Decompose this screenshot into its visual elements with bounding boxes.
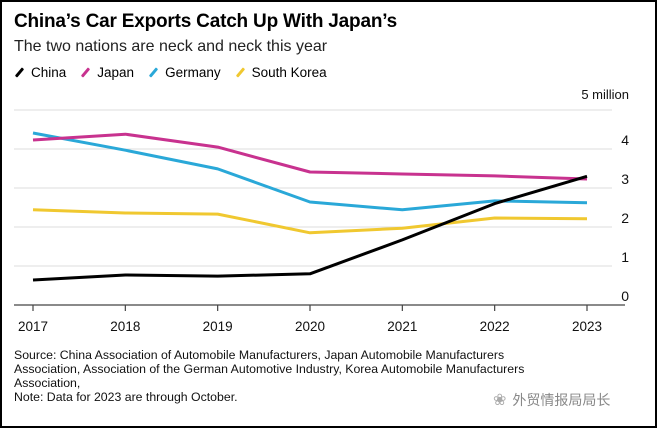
source-line: Association, Association of the German A… bbox=[14, 362, 525, 376]
y-tick-label: 5 million bbox=[581, 87, 629, 102]
watermark-text: 外贸情报局局长 bbox=[512, 392, 611, 408]
x-tick-label: 2022 bbox=[480, 319, 510, 334]
y-tick-label: 2 bbox=[621, 210, 629, 226]
legend-label-south-korea: South Korea bbox=[251, 65, 327, 80]
legend-label-germany: Germany bbox=[165, 65, 221, 80]
x-tick-label: 2020 bbox=[295, 319, 325, 334]
chart-title: China’s Car Exports Catch Up With Japan’… bbox=[14, 11, 397, 32]
y-tick-label: 0 bbox=[621, 288, 629, 304]
series-line-china bbox=[32, 174, 588, 282]
source-line: Association, bbox=[14, 376, 81, 390]
watermark: ❀ 外贸情报局局长 bbox=[493, 390, 610, 410]
legend-item-germany: Germany bbox=[148, 65, 221, 80]
chart-subtitle: The two nations are neck and neck this y… bbox=[14, 38, 328, 55]
legend-label-china: China bbox=[31, 65, 67, 80]
source-note: Source: China Association of Automobile … bbox=[14, 348, 614, 404]
legend-item-china: China bbox=[14, 65, 66, 80]
source-line: Source: China Association of Automobile … bbox=[14, 348, 505, 362]
y-tick-label: 3 bbox=[621, 171, 629, 187]
y-tick-label: 4 bbox=[621, 132, 629, 148]
series-line-south-korea bbox=[32, 208, 588, 235]
x-tick-label: 2021 bbox=[387, 319, 417, 334]
series-line-germany bbox=[32, 131, 588, 212]
note-line: Note: Data for 2023 are through October. bbox=[14, 390, 238, 404]
series-line-japan bbox=[32, 132, 588, 181]
legend: China Japan Germany South Korea bbox=[14, 65, 327, 80]
y-tick-label: 1 bbox=[621, 249, 629, 265]
x-tick-label: 2019 bbox=[203, 319, 233, 334]
x-tick-label: 2018 bbox=[110, 319, 140, 334]
legend-item-japan: Japan bbox=[80, 65, 134, 80]
wechat-icon: ❀ bbox=[493, 392, 507, 409]
x-tick-label: 2017 bbox=[18, 319, 48, 334]
legend-label-japan: Japan bbox=[97, 65, 135, 80]
x-tick-label: 2023 bbox=[572, 319, 602, 334]
legend-item-south-korea: South Korea bbox=[235, 65, 327, 80]
